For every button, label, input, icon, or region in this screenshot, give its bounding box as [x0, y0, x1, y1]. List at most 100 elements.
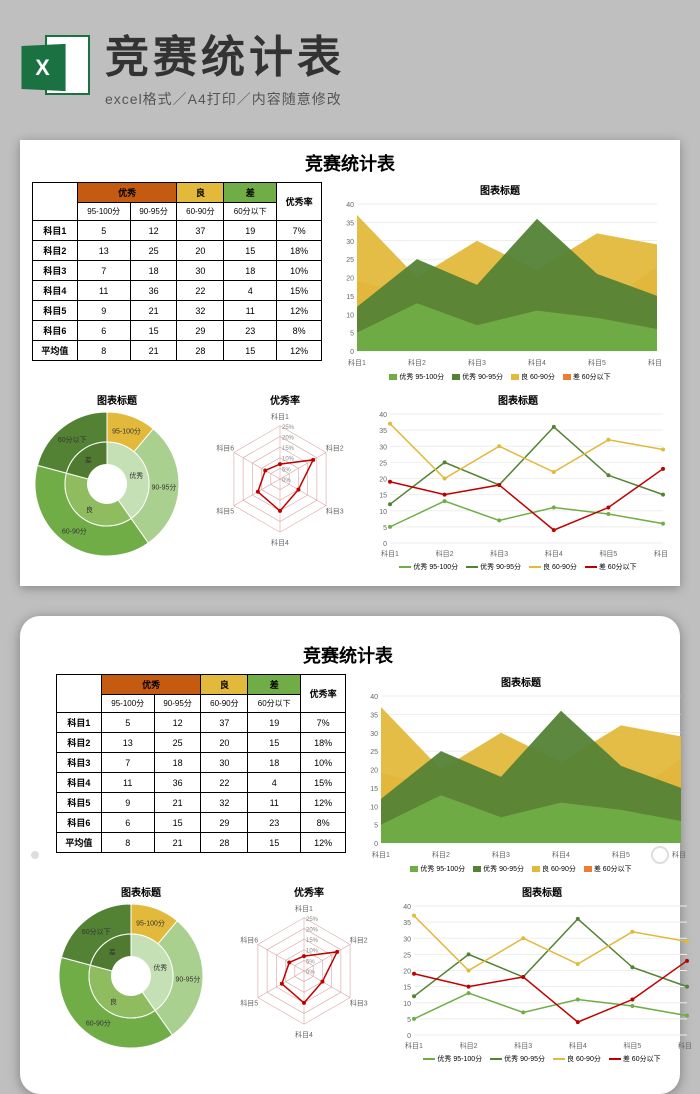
svg-text:科目2: 科目2 [326, 443, 344, 452]
table-row: 科目4113622415% [33, 281, 322, 301]
spreadsheet-page: 竞赛统计表优秀良差优秀率95-100分90-95分60-90分60分以下科目15… [46, 634, 650, 1076]
svg-text:差: 差 [85, 456, 92, 465]
table-row: 科目21325201518% [57, 733, 346, 753]
radar-chart: 优秀率科目1科目2科目3科目4科目5科目60%5%10%15%20%25% [210, 392, 360, 572]
svg-text:科目2: 科目2 [436, 549, 454, 558]
svg-text:5: 5 [407, 1017, 411, 1024]
svg-text:60-90分: 60-90分 [62, 527, 87, 536]
svg-text:90-95分: 90-95分 [151, 482, 176, 491]
svg-text:科目3: 科目3 [326, 507, 344, 516]
svg-text:科目4: 科目4 [528, 358, 546, 367]
svg-text:0: 0 [374, 841, 378, 848]
svg-text:0: 0 [383, 541, 387, 548]
table-row: 科目661529238% [33, 321, 322, 341]
svg-text:10: 10 [403, 1001, 411, 1008]
table-row: 科目3718301810% [57, 753, 346, 773]
svg-text:90-95分: 90-95分 [175, 974, 200, 983]
svg-text:25: 25 [403, 952, 411, 959]
svg-text:科目6: 科目6 [678, 1041, 692, 1050]
svg-text:科目2: 科目2 [432, 850, 450, 859]
spreadsheet-page: 竞赛统计表优秀良差优秀率95-100分90-95分60-90分60分以下科目15… [20, 140, 680, 586]
svg-text:15: 15 [379, 493, 387, 500]
svg-text:科目3: 科目3 [350, 999, 368, 1008]
svg-text:35: 35 [370, 712, 378, 719]
svg-text:15%: 15% [282, 446, 295, 452]
donut-chart: 图表标题95-100分90-95分60-90分60分以下优秀良差 [56, 884, 226, 1064]
svg-text:15: 15 [403, 985, 411, 992]
svg-text:60-90分: 60-90分 [86, 1019, 111, 1028]
table-row: 平均值821281512% [57, 833, 346, 853]
svg-text:25: 25 [379, 460, 387, 467]
svg-text:40: 40 [379, 412, 387, 419]
svg-text:5: 5 [350, 331, 354, 338]
svg-text:0%: 0% [282, 478, 291, 484]
excel-x-label: X [21, 44, 65, 91]
svg-text:科目4: 科目4 [552, 850, 570, 859]
svg-text:40: 40 [370, 694, 378, 701]
svg-text:科目6: 科目6 [648, 358, 662, 367]
svg-text:科目3: 科目3 [492, 850, 510, 859]
svg-text:15: 15 [346, 294, 354, 301]
svg-text:科目5: 科目5 [623, 1041, 641, 1050]
table-row: 科目151237197% [57, 713, 346, 733]
page-title: 竞赛统计表 [105, 21, 345, 85]
svg-text:95-100分: 95-100分 [136, 918, 165, 927]
svg-text:10: 10 [346, 312, 354, 319]
table-row: 平均值821281512% [33, 341, 322, 361]
chart-legend: 优秀 95-100分优秀 90-95分良 60-90分差 60分以下 [356, 864, 686, 874]
score-table: 优秀良差优秀率95-100分90-95分60-90分60分以下科目1512371… [32, 182, 322, 382]
svg-text:科目2: 科目2 [460, 1041, 478, 1050]
svg-text:科目5: 科目5 [599, 549, 617, 558]
area-chart: 图表标题0510152025303540科目1科目2科目3科目4科目5科目6优秀… [332, 182, 668, 382]
sheet-title: 竞赛统计表 [56, 642, 640, 668]
chart-legend: 优秀 95-100分优秀 90-95分良 60-90分差 60分以下 [392, 1054, 692, 1064]
line-chart: 图表标题0510152025303540科目1科目2科目3科目4科目5科目6优秀… [392, 884, 692, 1064]
chart-title: 优秀率 [210, 392, 360, 407]
chart-title: 图表标题 [332, 182, 668, 197]
table-row: 科目661529238% [57, 813, 346, 833]
svg-text:科目6: 科目6 [240, 935, 258, 944]
svg-text:35: 35 [346, 220, 354, 227]
svg-text:30: 30 [403, 936, 411, 943]
svg-text:5%: 5% [306, 959, 315, 965]
line-chart: 图表标题0510152025303540科目1科目2科目3科目4科目5科目6优秀… [368, 392, 668, 572]
svg-text:20: 20 [403, 969, 411, 976]
chart-legend: 优秀 95-100分优秀 90-95分良 60-90分差 60分以下 [332, 372, 668, 382]
svg-text:科目4: 科目4 [569, 1041, 587, 1050]
svg-text:科目2: 科目2 [408, 358, 426, 367]
svg-text:35: 35 [403, 920, 411, 927]
svg-text:科目1: 科目1 [271, 412, 289, 421]
svg-text:5%: 5% [282, 467, 291, 473]
svg-text:20%: 20% [282, 435, 295, 441]
table-row: 科目3718301810% [33, 261, 322, 281]
svg-text:科目1: 科目1 [381, 549, 399, 558]
svg-text:25: 25 [370, 749, 378, 756]
svg-text:40: 40 [403, 904, 411, 911]
svg-text:30: 30 [346, 239, 354, 246]
svg-text:优秀: 优秀 [129, 471, 143, 480]
svg-text:科目5: 科目5 [612, 850, 630, 859]
svg-text:0: 0 [407, 1033, 411, 1040]
area-chart: 图表标题0510152025303540科目1科目2科目3科目4科目5科目6优秀… [356, 674, 686, 874]
chart-legend: 优秀 95-100分优秀 90-95分良 60-90分差 60分以下 [368, 562, 668, 572]
svg-text:5: 5 [383, 525, 387, 532]
table-row: 科目5921321112% [33, 301, 322, 321]
chart-title: 图表标题 [356, 674, 686, 689]
table-row: 科目21325201518% [33, 241, 322, 261]
svg-text:科目5: 科目5 [588, 358, 606, 367]
donut-chart: 图表标题95-100分90-95分60-90分60分以下优秀良差 [32, 392, 202, 572]
header-banner: X 竞赛统计表 excel格式／A4打印／内容随意修改 [0, 0, 700, 130]
tablet-frame: 竞赛统计表优秀良差优秀率95-100分90-95分60-90分60分以下科目15… [20, 616, 680, 1094]
svg-text:科目6: 科目6 [672, 850, 686, 859]
svg-text:科目1: 科目1 [295, 904, 313, 913]
svg-text:0%: 0% [306, 970, 315, 976]
svg-text:优秀: 优秀 [153, 963, 167, 972]
chart-title: 图表标题 [368, 392, 668, 407]
radar-chart: 优秀率科目1科目2科目3科目4科目5科目60%5%10%15%20%25% [234, 884, 384, 1064]
svg-text:科目6: 科目6 [216, 443, 234, 452]
svg-text:科目3: 科目3 [468, 358, 486, 367]
svg-text:40: 40 [346, 202, 354, 209]
score-table: 优秀良差优秀率95-100分90-95分60-90分60分以下科目1512371… [56, 674, 346, 874]
svg-text:30: 30 [379, 444, 387, 451]
svg-text:科目2: 科目2 [350, 935, 368, 944]
